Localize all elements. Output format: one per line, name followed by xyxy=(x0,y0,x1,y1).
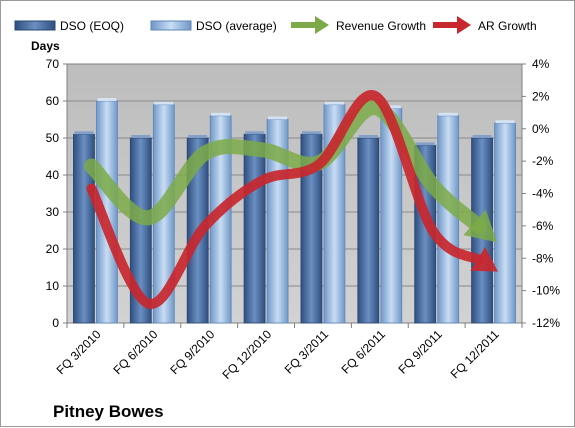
bar-dso-average-top xyxy=(495,120,515,124)
bar-dso-average-top xyxy=(211,112,231,116)
bar-dso-average-top xyxy=(97,98,117,101)
y-axis-ticks: 0 10 20 30 40 50 60 70 xyxy=(46,57,67,330)
y-tick-label: 50 xyxy=(46,131,60,145)
x-axis-ticks: FQ 3/2010 FQ 6/2010 FQ 9/2010 FQ 12/2010 FQ … xyxy=(54,323,523,382)
bar-dso-eoq-top xyxy=(245,131,265,135)
y2-tick-label: 0% xyxy=(532,122,550,136)
x-tick-label: FQ 9/2011 xyxy=(395,327,445,377)
bar-dso-average-top xyxy=(154,101,174,105)
bar-dso-eoq-top xyxy=(74,131,94,135)
bar-dso-eoq-top xyxy=(472,135,492,138)
y2-tick-label: -6% xyxy=(532,219,554,233)
bar-dso-average-top xyxy=(381,105,401,109)
y-axis-title: Days xyxy=(31,39,60,53)
y2-tick-label: -4% xyxy=(532,187,554,201)
bar-dso-eoq-top xyxy=(301,131,321,135)
revenue-growth-line xyxy=(83,100,487,234)
y2-tick-label: -8% xyxy=(532,251,554,265)
x-tick-label: FQ 12/2010 xyxy=(219,327,274,382)
legend-item: Revenue Growth xyxy=(291,16,426,34)
bar-dso-average-top xyxy=(268,116,288,120)
legend-item: DSO (EOQ) xyxy=(14,19,124,33)
ar-growth-arrowhead xyxy=(470,247,499,272)
bar-dso-average-top xyxy=(438,112,458,116)
y-tick-label: 40 xyxy=(46,168,60,182)
bar-dso-average xyxy=(494,122,516,324)
legend-label: DSO (average) xyxy=(196,19,277,33)
y-tick-label: 0 xyxy=(52,316,59,330)
y-tick-label: 30 xyxy=(46,205,60,219)
bar-dso-eoq-top xyxy=(131,135,151,138)
legend-label: DSO (EOQ) xyxy=(60,19,124,33)
bar-dso-eoq-top xyxy=(358,135,378,138)
legend-swatch-arrowhead xyxy=(315,16,329,34)
x-tick-label: FQ 3/2011 xyxy=(282,327,332,377)
x-tick-label: FQ 12/2011 xyxy=(448,327,502,381)
x-tick-label: FQ 9/2010 xyxy=(167,327,217,377)
bars xyxy=(73,98,516,324)
x-tick-label: FQ 6/2011 xyxy=(339,327,389,377)
y-tick-label: 20 xyxy=(46,242,60,256)
company-title: Pitney Bowes xyxy=(53,402,164,421)
y-tick-label: 10 xyxy=(46,279,60,293)
y2-axis-ticks: -12% -10% -8% -6% -4% -2% 0% 2% 4% xyxy=(522,57,560,330)
legend-item: DSO (average) xyxy=(150,19,277,33)
bar-dso-average xyxy=(437,115,460,324)
legend: DSO (EOQ) DSO (average) Revenue Growth AR G… xyxy=(14,16,537,34)
x-tick-label: FQ 6/2010 xyxy=(110,327,160,377)
legend-item: AR Growth xyxy=(433,16,537,34)
bar-dso-eoq-top xyxy=(188,135,208,138)
legend-label: Revenue Growth xyxy=(336,19,426,33)
legend-label: AR Growth xyxy=(478,19,537,33)
y2-tick-label: -10% xyxy=(532,284,560,298)
legend-swatch xyxy=(14,20,56,31)
y-tick-label: 70 xyxy=(46,57,60,71)
bar-dso-eoq xyxy=(357,137,380,324)
y2-tick-label: -12% xyxy=(532,316,560,330)
bar-dso-eoq-top xyxy=(415,142,435,146)
ar-growth-line xyxy=(86,90,485,309)
y-tick-label: 60 xyxy=(46,94,60,108)
bar-dso-average-top xyxy=(324,101,344,105)
legend-swatch-arrowhead xyxy=(457,16,471,34)
y2-tick-label: 2% xyxy=(532,89,550,103)
legend-swatch xyxy=(150,20,192,31)
revenue-growth-arrowhead xyxy=(463,209,498,243)
bar-dso-eoq xyxy=(243,133,266,324)
y2-tick-label: -2% xyxy=(532,154,554,168)
y2-tick-label: 4% xyxy=(532,57,550,71)
growth-lines xyxy=(83,90,499,309)
x-tick-label: FQ 3/2010 xyxy=(54,327,104,377)
